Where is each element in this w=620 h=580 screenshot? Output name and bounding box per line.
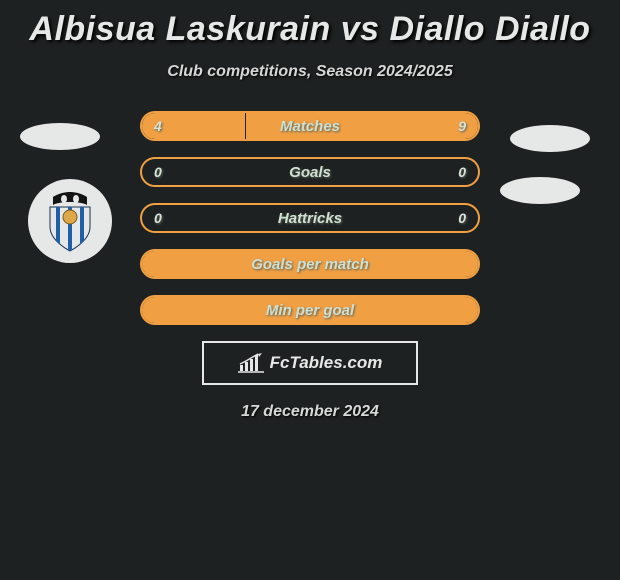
bar-chart-icon (238, 353, 264, 373)
club-logo-icon (38, 189, 102, 253)
player1-badge-1 (20, 123, 100, 150)
player2-badge-1 (510, 125, 590, 152)
stat-bar: 00Hattricks (140, 203, 480, 233)
player2-badge-2 (500, 177, 580, 204)
bar-label: Goals (142, 159, 478, 185)
bar-label: Hattricks (142, 205, 478, 231)
bar-label: Matches (142, 113, 478, 139)
stat-bar: Min per goal (140, 295, 480, 325)
bar-label: Min per goal (142, 297, 478, 323)
brand-box: FcTables.com (202, 341, 418, 385)
date-label: 17 december 2024 (0, 403, 620, 421)
stat-bar: Goals per match (140, 249, 480, 279)
stat-bar: 49Matches (140, 111, 480, 141)
bar-label: Goals per match (142, 251, 478, 277)
page-title: Albisua Laskurain vs Diallo Diallo (0, 0, 620, 49)
comparison-bars: 49Matches 00Goals 00Hattricks Goals per mat… (140, 111, 480, 325)
subtitle: Club competitions, Season 2024/2025 (0, 63, 620, 81)
player1-club-badge (28, 179, 112, 263)
stat-bar: 00Goals (140, 157, 480, 187)
brand-label: FcTables.com (270, 353, 383, 373)
